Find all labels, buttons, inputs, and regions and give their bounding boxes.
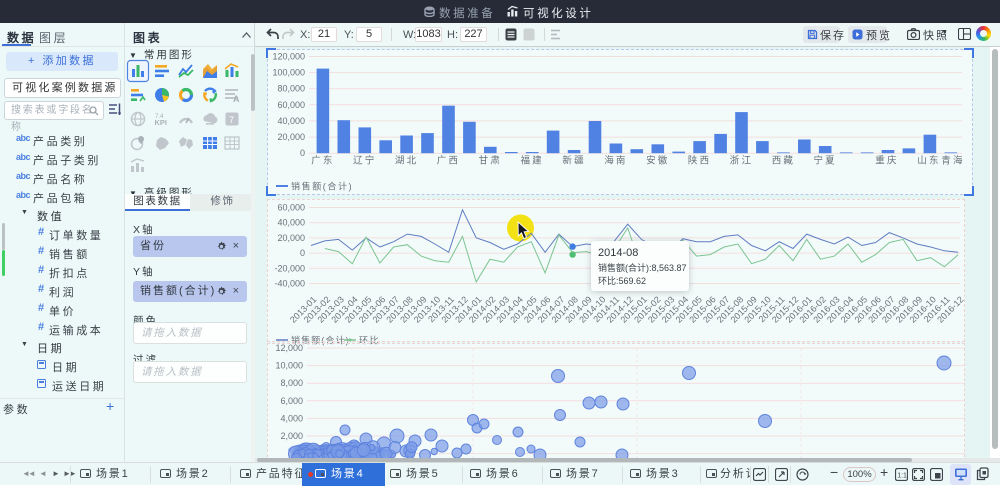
svg-text:山东: 山东 <box>917 155 940 167</box>
svg-text:8,000: 8,000 <box>280 378 303 388</box>
svg-text:环比: 环比 <box>359 335 380 346</box>
svg-text:甘肃: 甘肃 <box>479 155 502 167</box>
svg-text:4,000: 4,000 <box>280 413 303 423</box>
svg-text:-40,000: -40,000 <box>274 279 305 289</box>
svg-text:陕西: 陕西 <box>688 155 711 167</box>
svg-text:80,000: 80,000 <box>277 84 305 94</box>
svg-text:销售额(合计): 销售额(合计) <box>291 181 353 192</box>
svg-text:6,000: 6,000 <box>280 396 303 406</box>
svg-text:10,000: 10,000 <box>275 361 303 371</box>
svg-text:重庆: 重庆 <box>875 155 898 167</box>
svg-text:120,000: 120,000 <box>272 52 305 62</box>
svg-text:销售额(合计): 销售额(合计) <box>291 335 350 346</box>
svg-text:60,000: 60,000 <box>277 100 305 110</box>
svg-text:60,000: 60,000 <box>277 203 305 213</box>
svg-text:西藏: 西藏 <box>772 155 795 167</box>
svg-text:广东: 广东 <box>311 155 334 167</box>
svg-text:辽宁: 辽宁 <box>353 155 376 167</box>
svg-text:KPI: KPI <box>155 118 168 127</box>
svg-text:海南: 海南 <box>604 155 627 167</box>
svg-text:20,000: 20,000 <box>277 233 305 243</box>
svg-text:2,000: 2,000 <box>280 431 303 441</box>
svg-text:12,000: 12,000 <box>275 343 303 353</box>
svg-text:40,000: 40,000 <box>277 218 305 228</box>
svg-text:青海: 青海 <box>941 155 964 167</box>
svg-text:新疆: 新疆 <box>562 155 585 167</box>
svg-text:0: 0 <box>300 148 305 158</box>
svg-text:20,000: 20,000 <box>277 132 305 142</box>
svg-text:广西: 广西 <box>437 155 460 167</box>
svg-text:7.4: 7.4 <box>155 114 164 120</box>
svg-text:0: 0 <box>300 248 305 258</box>
svg-text:宁夏: 宁夏 <box>813 155 836 167</box>
svg-text:湖北: 湖北 <box>395 156 418 167</box>
svg-text:浙江: 浙江 <box>730 155 753 167</box>
svg-text:100,000: 100,000 <box>272 68 305 78</box>
svg-text:7: 7 <box>229 115 234 125</box>
svg-text:安徽: 安徽 <box>646 155 669 167</box>
svg-text:福建: 福建 <box>520 155 543 167</box>
svg-text:A: A <box>233 94 240 104</box>
svg-text:40,000: 40,000 <box>277 116 305 126</box>
svg-text:-20,000: -20,000 <box>274 263 305 273</box>
svg-text:1:1: 1:1 <box>897 473 907 480</box>
